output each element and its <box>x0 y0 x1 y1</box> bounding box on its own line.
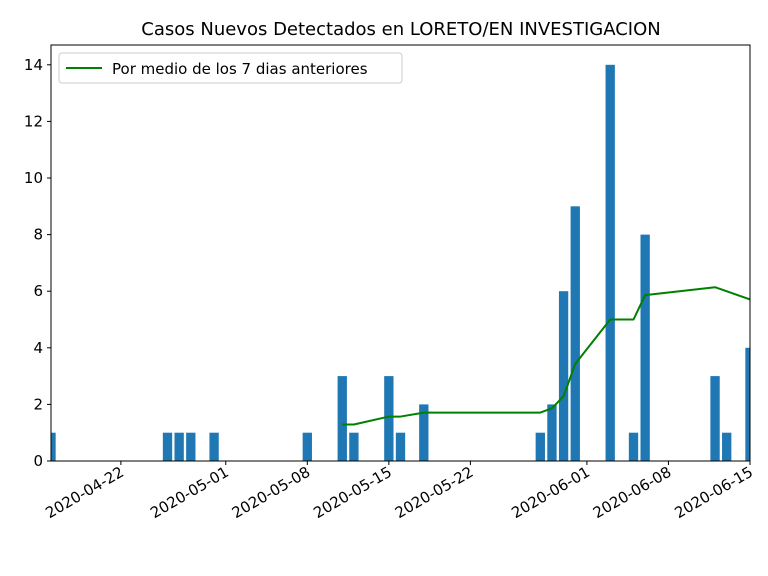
x-tick-label: 2020-05-15 <box>310 463 395 522</box>
y-tick-label: 6 <box>33 282 43 300</box>
x-tick-label: 2020-06-01 <box>508 463 593 522</box>
x-axis: 2020-04-22 2020-05-012020-05-082020-05-15… <box>42 461 756 522</box>
legend-box <box>58 52 403 84</box>
x-tick-label: 2020-06-15 <box>671 463 756 522</box>
bar <box>558 291 569 461</box>
bar <box>745 347 750 461</box>
bar <box>349 432 359 461</box>
y-tick-label: 0 <box>33 452 43 470</box>
x-tick-label: 2020-05-22 <box>392 463 477 522</box>
x-tick-label: 2020-06-08 <box>590 463 675 522</box>
bar <box>605 64 615 461</box>
bar <box>710 376 720 461</box>
bar <box>628 432 639 461</box>
chart-title: Casos Nuevos Detectados en LORETO/EN INV… <box>141 19 660 40</box>
legend-label: Por medio de los 7 dias anteriores <box>112 60 368 78</box>
line-layer <box>342 286 750 426</box>
y-tick-label: 4 <box>33 339 43 357</box>
plot-frame <box>50 44 751 462</box>
x-tick-label: 2020-05-08 <box>229 463 314 522</box>
series-line-moving-average <box>342 286 750 426</box>
bar <box>722 432 732 461</box>
bar <box>384 376 394 461</box>
bar <box>51 432 56 461</box>
y-tick-label: 12 <box>24 112 43 130</box>
bars-layer <box>51 64 750 461</box>
bar <box>337 376 347 461</box>
legend: Por medio de los 7 dias anteriores <box>58 52 403 84</box>
y-tick-label: 14 <box>24 56 43 74</box>
y-tick-label: 10 <box>24 169 43 187</box>
bar <box>640 234 650 461</box>
y-tick-label: 8 <box>33 226 43 244</box>
bar <box>535 432 545 461</box>
bar <box>547 404 557 461</box>
x-tick-label: 2020-05-01 <box>147 463 232 522</box>
y-axis: 0 2 4 6 8 10 12 14 <box>24 56 51 470</box>
bar <box>302 432 312 461</box>
bar <box>186 432 196 461</box>
bar <box>174 432 184 461</box>
bar <box>419 404 429 461</box>
x-tick-label: 2020-04-22 <box>42 463 127 522</box>
bar <box>395 432 406 461</box>
bar <box>209 432 219 461</box>
bar <box>162 432 173 461</box>
bar <box>570 206 580 461</box>
y-tick-label: 2 <box>33 395 43 413</box>
